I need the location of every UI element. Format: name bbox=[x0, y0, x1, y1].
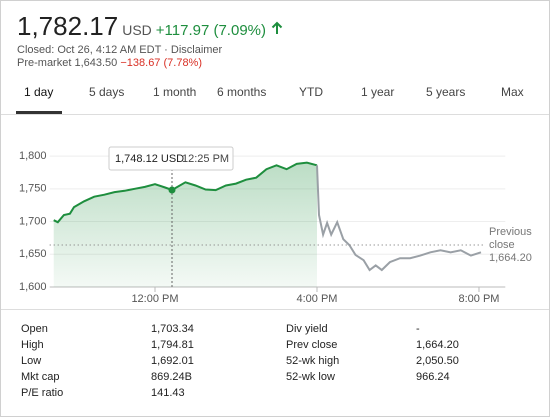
stat-value: 1,664.20 bbox=[416, 339, 459, 351]
status-line: Closed: Oct 26, 4:12 AM EDT · Disclaimer bbox=[17, 44, 222, 56]
premarket-line: Pre-market 1,643.50 −138.67 (7.78%) bbox=[17, 57, 202, 69]
y-tick-label: 1,600 bbox=[19, 281, 47, 293]
price-line: 1,782.17 USD +117.97 (7.09%) bbox=[17, 11, 284, 42]
tab-underline bbox=[16, 111, 62, 114]
stat-value: 1,703.34 bbox=[151, 323, 194, 335]
stat-label: Prev close bbox=[286, 339, 338, 351]
premarket-label: Pre-market bbox=[17, 57, 72, 69]
area-fill bbox=[53, 162, 317, 287]
tab[interactable]: Max bbox=[501, 85, 524, 99]
price: 1,782.17 bbox=[17, 11, 119, 41]
y-tick-label: 1,650 bbox=[19, 248, 47, 260]
stat-value: 2,050.50 bbox=[416, 355, 459, 367]
divider bbox=[1, 309, 549, 310]
tab[interactable]: 5 years bbox=[426, 85, 466, 99]
tab[interactable]: 1 month bbox=[153, 85, 197, 99]
stat-value: 1,692.01 bbox=[151, 355, 194, 367]
stat-label: High bbox=[21, 339, 44, 351]
stat-label: Open bbox=[21, 323, 48, 335]
x-tick-label: 4:00 PM bbox=[297, 293, 338, 305]
stat-label: Mkt cap bbox=[21, 371, 60, 383]
chart: 1,600 1,650 1,700 1,750 1,800 12:00 PM 4:00 PM… bbox=[19, 146, 506, 305]
tab[interactable]: YTD bbox=[299, 85, 323, 99]
currency: USD bbox=[122, 22, 152, 38]
up-arrow bbox=[271, 21, 283, 34]
y-tick-label: 1,800 bbox=[19, 150, 47, 162]
tooltip-box bbox=[108, 146, 234, 171]
tab[interactable]: 5 days bbox=[89, 85, 125, 99]
stat-value: 966.24 bbox=[416, 371, 450, 383]
y-tick-label: 1,700 bbox=[19, 215, 47, 227]
premarket-price: 1,643.50 bbox=[74, 57, 118, 69]
tab[interactable]: 1 day bbox=[24, 85, 54, 99]
tooltip-time: 12:25 PM bbox=[182, 153, 229, 165]
tooltip-value: 1,748.12 USD bbox=[115, 153, 184, 165]
x-tick-label: 12:00 PM bbox=[131, 293, 178, 305]
stat-value: - bbox=[416, 323, 420, 335]
stat-label: Low bbox=[21, 355, 42, 367]
stat-label: P/E ratio bbox=[21, 387, 64, 399]
tooltip-point bbox=[168, 186, 176, 194]
disclaimer-link[interactable]: Disclaimer bbox=[170, 44, 223, 56]
stat-label: 52-wk high bbox=[286, 355, 340, 367]
tab[interactable]: 6 months bbox=[217, 85, 267, 99]
tab[interactable]: 1 year bbox=[361, 85, 395, 99]
y-tick-label: 1,750 bbox=[19, 183, 47, 195]
stat-value: 141.43 bbox=[151, 387, 185, 399]
x-tick-label: 8:00 PM bbox=[458, 293, 499, 305]
premarket-change: −138.67 (7.78%) bbox=[120, 57, 202, 69]
divider bbox=[1, 114, 549, 115]
stat-label: 52-wk low bbox=[286, 371, 335, 383]
price-line bbox=[316, 165, 482, 272]
reference-value: 1,664.20 bbox=[489, 252, 532, 264]
stat-label: Div yield bbox=[286, 323, 328, 335]
change: +117.97 (7.09%) bbox=[155, 22, 266, 39]
status: Closed: Oct 26, 4:12 AM EDT · bbox=[17, 44, 168, 56]
reference-label: Previous close bbox=[489, 226, 532, 251]
stat-value: 869.24B bbox=[151, 371, 192, 383]
stat-value: 1,794.81 bbox=[151, 339, 194, 351]
